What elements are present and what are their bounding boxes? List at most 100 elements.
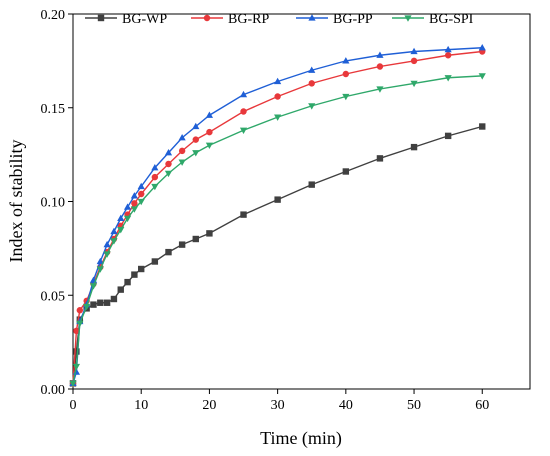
x-tick-label: 0 bbox=[70, 398, 77, 413]
data-point-bg-spi bbox=[103, 251, 111, 258]
data-point-bg-wp bbox=[138, 265, 145, 273]
legend-swatch-marker bbox=[308, 14, 316, 21]
data-point-bg-wp bbox=[479, 123, 486, 130]
data-point-bg-spi bbox=[151, 183, 159, 191]
legend-swatch-marker bbox=[404, 15, 412, 22]
data-point-bg-pp bbox=[96, 257, 104, 265]
data-point-bg-wp bbox=[410, 143, 418, 151]
legend-item-bg-wp: BG-WP bbox=[85, 12, 167, 27]
data-point-bg-pp bbox=[117, 214, 125, 221]
data-point-bg-rp bbox=[76, 307, 84, 314]
y-axis-title: Index of stability bbox=[6, 140, 26, 263]
legend-item-bg-pp: BG-PP bbox=[296, 12, 373, 27]
data-point-bg-wp bbox=[73, 348, 80, 355]
legend: BG-WP BG-RP BG-PP BG-SPI bbox=[85, 12, 474, 27]
y-tick-label: 0.10 bbox=[41, 196, 66, 211]
y-tick-label: 0.20 bbox=[41, 8, 66, 23]
data-point-bg-rp bbox=[165, 160, 172, 168]
data-point-bg-wp bbox=[178, 241, 186, 248]
data-point-bg-rp bbox=[131, 200, 138, 207]
legend-label: BG-SPI bbox=[429, 12, 474, 27]
data-point-bg-wp bbox=[110, 295, 118, 303]
data-point-bg-spi bbox=[96, 266, 104, 273]
legend-swatch-marker bbox=[97, 14, 105, 22]
x-tick-label: 20 bbox=[202, 398, 216, 413]
data-point-bg-spi bbox=[76, 320, 84, 328]
data-point-bg-spi bbox=[89, 283, 98, 290]
data-point-bg-rp bbox=[308, 80, 315, 87]
data-point-bg-wp bbox=[97, 299, 104, 306]
data-point-bg-wp bbox=[240, 211, 247, 218]
y-tick-label: 0.05 bbox=[41, 289, 66, 304]
data-point-bg-wp bbox=[90, 301, 97, 308]
data-point-bg-rp bbox=[240, 108, 247, 115]
legend-swatch-marker bbox=[203, 14, 211, 22]
data-point-bg-spi bbox=[117, 227, 125, 234]
legend-item-bg-spi: BG-SPI bbox=[392, 12, 474, 27]
x-axis: 0 10 20 30 40 50 60 bbox=[70, 389, 489, 413]
data-point-bg-pp bbox=[151, 163, 159, 171]
x-tick-label: 60 bbox=[475, 398, 489, 413]
data-point-bg-spi bbox=[123, 215, 132, 223]
data-point-bg-spi bbox=[444, 75, 452, 82]
data-point-bg-wp bbox=[192, 235, 199, 243]
data-point-bg-pp bbox=[239, 90, 248, 98]
data-point-bg-spi bbox=[178, 159, 186, 166]
x-tick-label: 30 bbox=[271, 398, 285, 413]
legend-item-bg-rp: BG-RP bbox=[191, 12, 269, 27]
data-point-bg-rp bbox=[73, 327, 80, 335]
data-point-bg-pp bbox=[137, 182, 145, 190]
y-tick-label: 0.00 bbox=[41, 383, 66, 398]
data-point-bg-wp bbox=[103, 299, 111, 306]
data-point-bg-pp bbox=[376, 51, 384, 58]
data-point-bg-spi bbox=[192, 150, 200, 157]
data-point-bg-wp bbox=[117, 286, 124, 293]
data-point-bg-wp bbox=[444, 132, 452, 140]
y-tick-label: 0.15 bbox=[41, 102, 66, 117]
data-point-bg-rp bbox=[274, 93, 281, 100]
data-point-bg-rp bbox=[138, 190, 145, 198]
data-point-bg-pp bbox=[444, 45, 452, 53]
data-point-bg-pp bbox=[110, 227, 118, 235]
data-point-bg-rp bbox=[151, 173, 159, 181]
data-point-bg-rp bbox=[410, 57, 418, 65]
data-point-bg-pp bbox=[308, 66, 316, 73]
data-point-bg-wp bbox=[131, 271, 138, 278]
data-point-bg-pp bbox=[123, 203, 132, 210]
data-point-bg-wp bbox=[376, 155, 384, 162]
data-point-bg-pp bbox=[130, 192, 138, 199]
data-point-bg-rp bbox=[444, 52, 452, 59]
data-point-bg-rp bbox=[376, 63, 384, 70]
data-point-bg-rp bbox=[206, 128, 213, 136]
data-point-bg-spi bbox=[478, 73, 486, 80]
data-point-bg-pp bbox=[342, 57, 350, 64]
series-bg-rp bbox=[69, 48, 486, 387]
series-bg-spi bbox=[69, 73, 486, 388]
data-point-bg-wp bbox=[342, 168, 350, 175]
series-line-bg-rp bbox=[72, 50, 483, 384]
data-point-bg-wp bbox=[206, 230, 213, 237]
data-point-bg-pp bbox=[410, 47, 418, 55]
data-point-bg-wp bbox=[151, 258, 159, 265]
x-axis-title: Time (min) bbox=[260, 428, 342, 449]
data-point-bg-pp bbox=[178, 133, 186, 141]
data-point-bg-pp bbox=[274, 77, 282, 85]
data-point-bg-wp bbox=[308, 181, 315, 188]
data-point-bg-spi bbox=[83, 303, 91, 311]
data-point-bg-spi bbox=[410, 80, 418, 88]
legend-label: BG-PP bbox=[333, 12, 373, 27]
data-point-bg-pp bbox=[478, 43, 486, 51]
data-point-bg-spi bbox=[376, 86, 384, 93]
series-line-bg-wp bbox=[72, 125, 483, 384]
y-axis: 0.00 0.05 0.10 0.15 0.20 bbox=[41, 8, 73, 398]
x-tick-label: 50 bbox=[407, 398, 421, 413]
x-tick-label: 40 bbox=[339, 398, 353, 413]
data-point-bg-wp bbox=[165, 248, 172, 256]
data-point-bg-spi bbox=[342, 93, 350, 101]
x-tick-label: 10 bbox=[134, 398, 148, 413]
data-point-bg-spi bbox=[308, 103, 316, 110]
data-point-bg-spi bbox=[130, 206, 138, 213]
data-point-bg-spi bbox=[137, 198, 145, 206]
data-point-bg-wp bbox=[124, 278, 131, 286]
data-point-bg-rp bbox=[342, 70, 350, 78]
